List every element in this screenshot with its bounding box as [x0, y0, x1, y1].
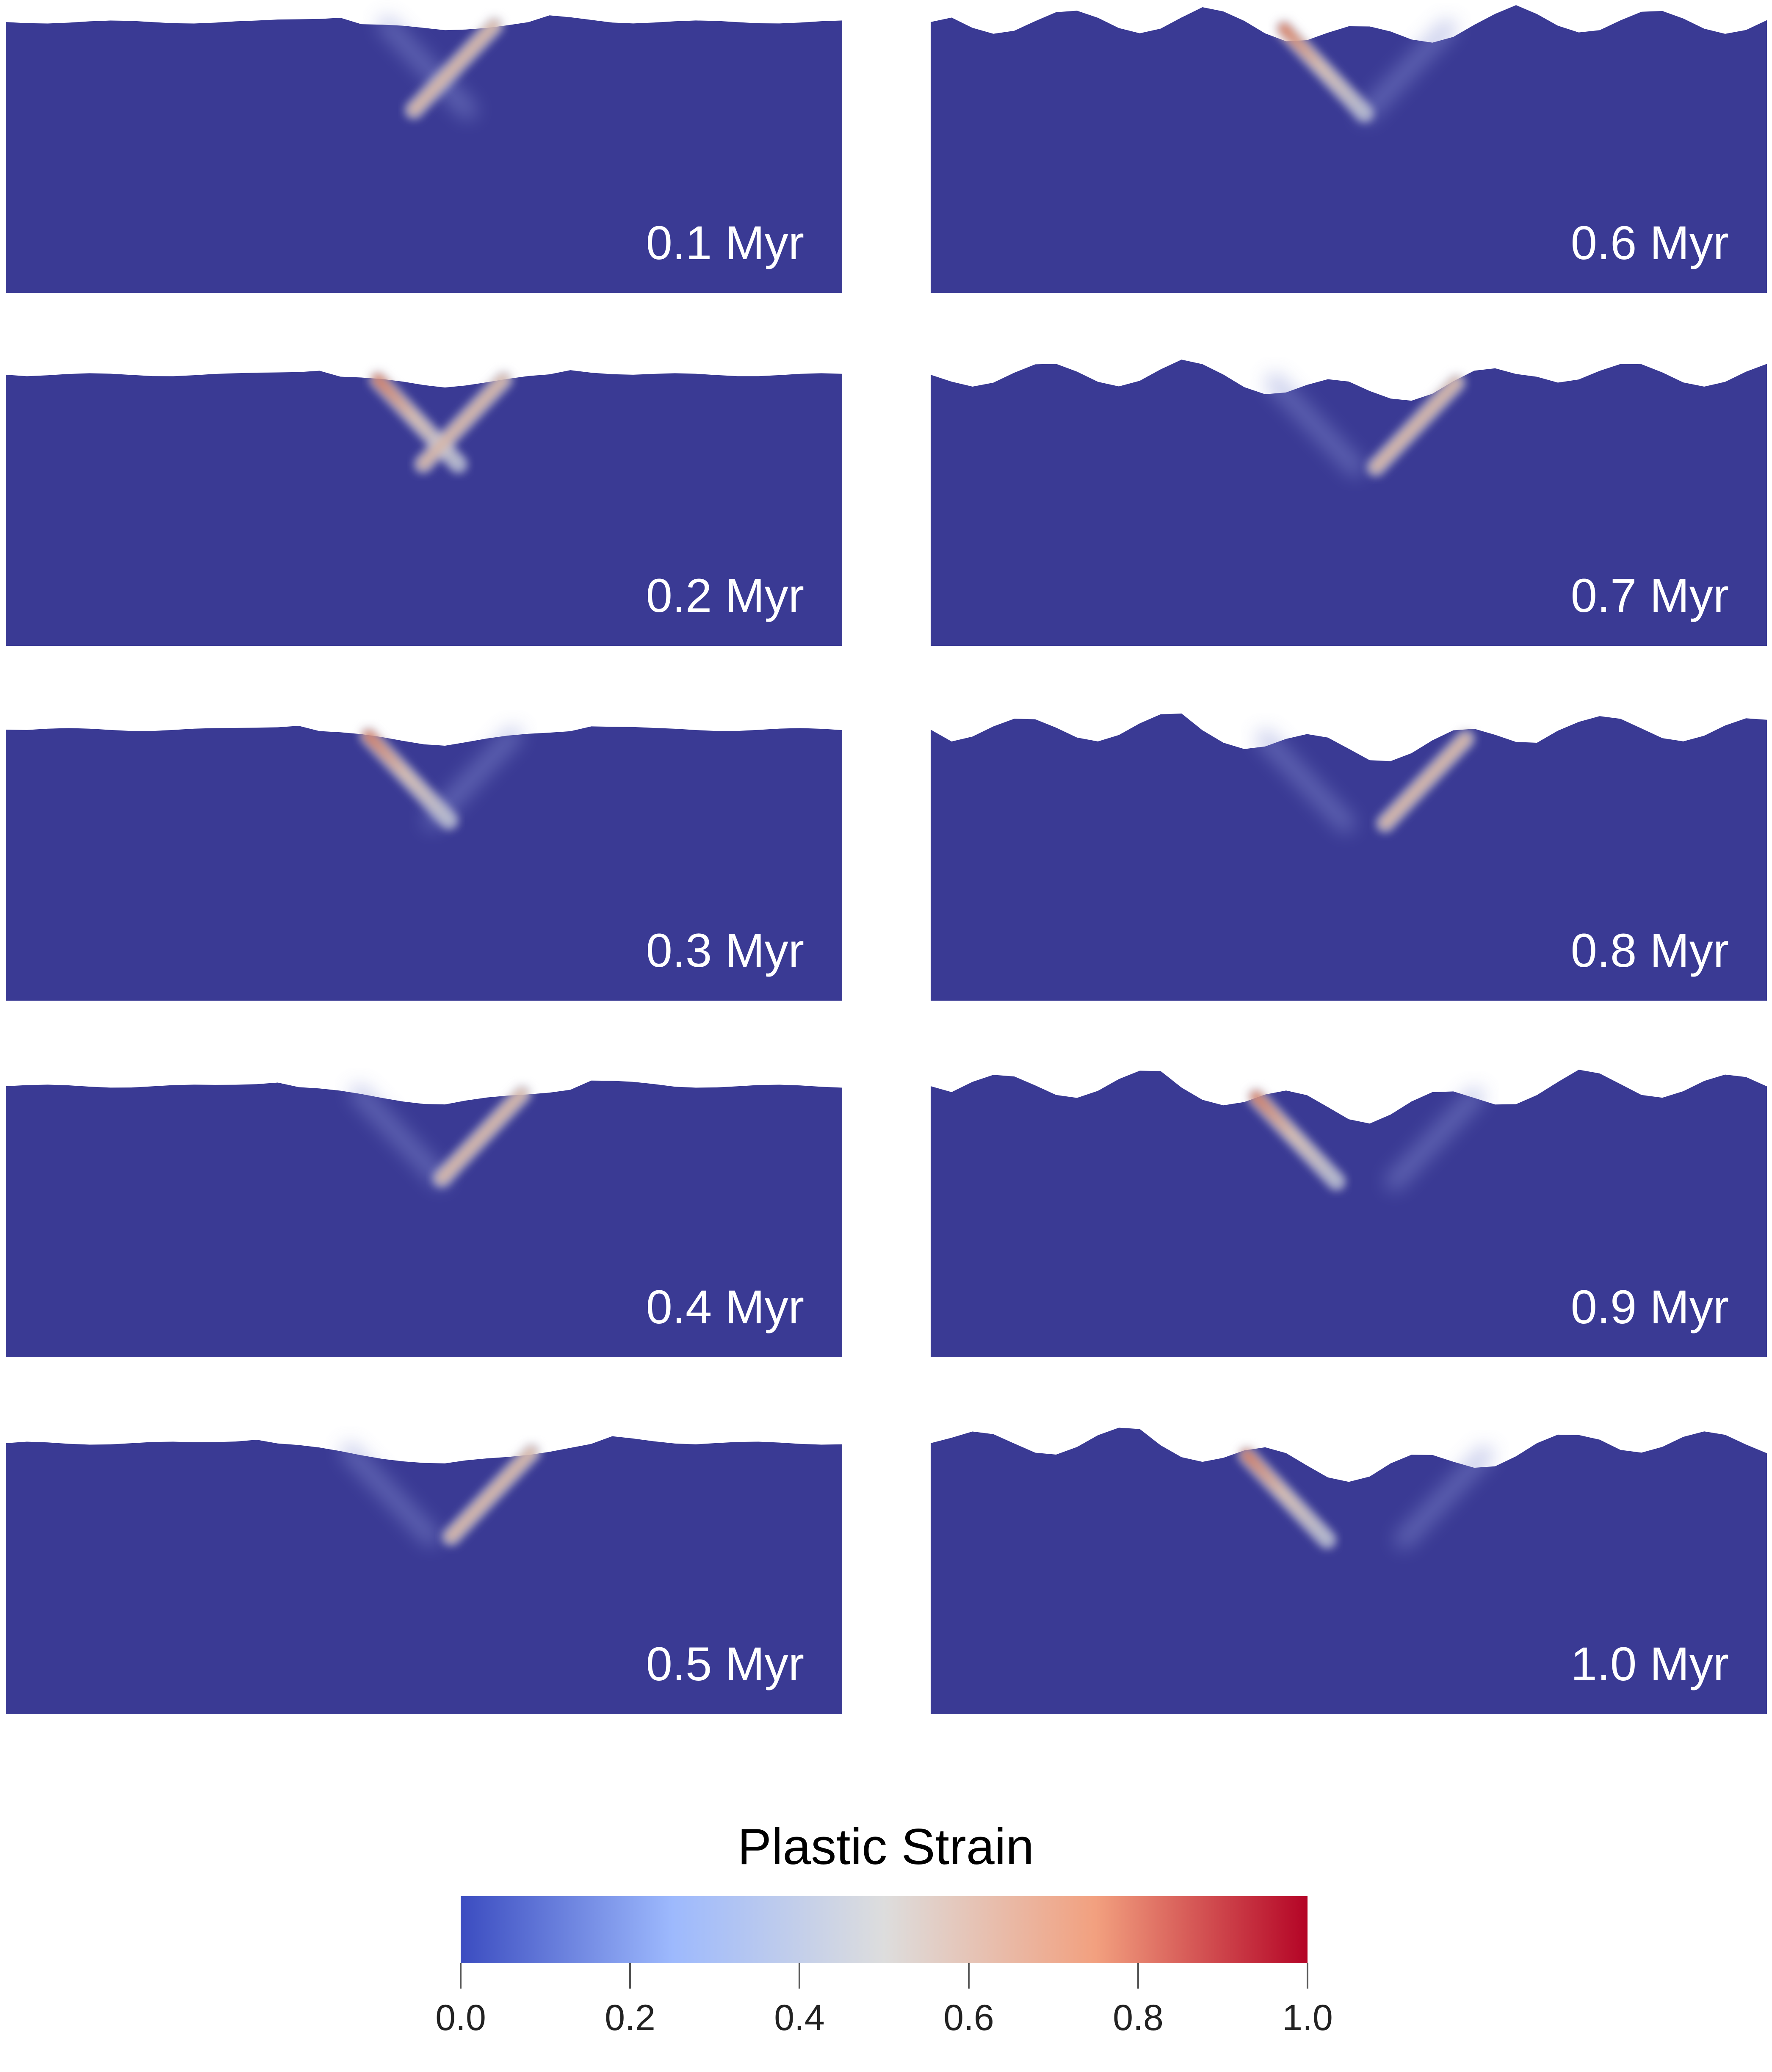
panel-1: 0.1 Myr — [6, 15, 842, 293]
active-shear-band-left — [359, 726, 459, 830]
faint-shear-band — [1394, 1446, 1494, 1549]
time-label: 0.8 Myr — [1571, 924, 1729, 977]
colorbar-tick-label: 0.4 — [774, 1997, 825, 2038]
model-domain — [6, 1080, 842, 1357]
model-domain — [6, 15, 842, 293]
panel-4: 0.4 Myr — [6, 1080, 842, 1357]
faint-shear-band — [1385, 1087, 1484, 1191]
active-shear-band-right — [432, 1084, 532, 1188]
panel-6: 0.6 Myr — [931, 5, 1767, 293]
time-label: 0.4 Myr — [646, 1281, 804, 1333]
colorbar-tick-label: 0.2 — [605, 1997, 655, 2038]
colorbar: Plastic Strain 0.0 0.2 0.4 0.6 0.8 1.0 — [435, 1818, 1333, 2038]
time-label: 0.3 Myr — [646, 924, 804, 977]
faint-shear-band — [1357, 19, 1457, 123]
model-domain — [6, 1436, 842, 1714]
active-shear-band-right — [1375, 729, 1476, 833]
active-shear-band-right — [441, 1442, 542, 1546]
time-label: 0.5 Myr — [646, 1638, 804, 1690]
colorbar-title: Plastic Strain — [738, 1818, 1034, 1875]
active-shear-band-left — [1246, 1087, 1346, 1191]
active-shear-band-right — [1366, 373, 1466, 477]
colorbar-ticks: 0.0 0.2 0.4 0.6 0.8 1.0 — [435, 1963, 1333, 2038]
active-shear-band-left — [1237, 1445, 1337, 1549]
faint-shear-band — [1265, 373, 1365, 477]
time-label: 0.6 Myr — [1571, 216, 1729, 269]
panels-grid: 0.1 Myr 0.2 Myr 0.3 Myr 0.4 Myr 0.5 Myr 0.6 M… — [6, 5, 1767, 1714]
model-domain — [931, 1427, 1767, 1714]
faint-shear-band — [1256, 729, 1355, 833]
panel-10: 1.0 Myr — [931, 1427, 1767, 1714]
model-domain — [931, 5, 1767, 293]
model-domain — [931, 360, 1767, 646]
time-label: 0.7 Myr — [1571, 569, 1729, 622]
model-domain — [6, 726, 842, 1001]
panel-3: 0.3 Myr — [6, 726, 842, 1001]
colorbar-tick-label: 0.8 — [1113, 1997, 1164, 2038]
time-label: 0.2 Myr — [646, 569, 804, 622]
panel-2: 0.2 Myr — [6, 370, 842, 646]
colorbar-bar — [461, 1896, 1308, 1963]
time-label: 0.1 Myr — [646, 216, 804, 269]
model-domain — [931, 714, 1767, 1001]
model-domain — [931, 1070, 1767, 1357]
model-domain — [6, 370, 842, 646]
faint-shear-band — [378, 16, 477, 119]
faint-shear-band — [350, 1084, 449, 1188]
colorbar-tick-label: 0.6 — [943, 1997, 994, 2038]
time-label: 0.9 Myr — [1571, 1281, 1729, 1333]
panel-8: 0.8 Myr — [931, 714, 1767, 1001]
active-shear-band-right — [404, 16, 504, 120]
active-shear-band-left — [1274, 19, 1374, 123]
colorbar-tick-label: 0.0 — [435, 1997, 486, 2038]
colorbar-tick-label: 1.0 — [1282, 1997, 1333, 2038]
faint-shear-band — [340, 1442, 440, 1546]
panel-9: 0.9 Myr — [931, 1070, 1767, 1357]
panel-7: 0.7 Myr — [931, 360, 1767, 646]
panel-5: 0.5 Myr — [6, 1436, 842, 1714]
time-label: 1.0 Myr — [1571, 1638, 1729, 1690]
active-shear-band-right — [413, 370, 514, 474]
